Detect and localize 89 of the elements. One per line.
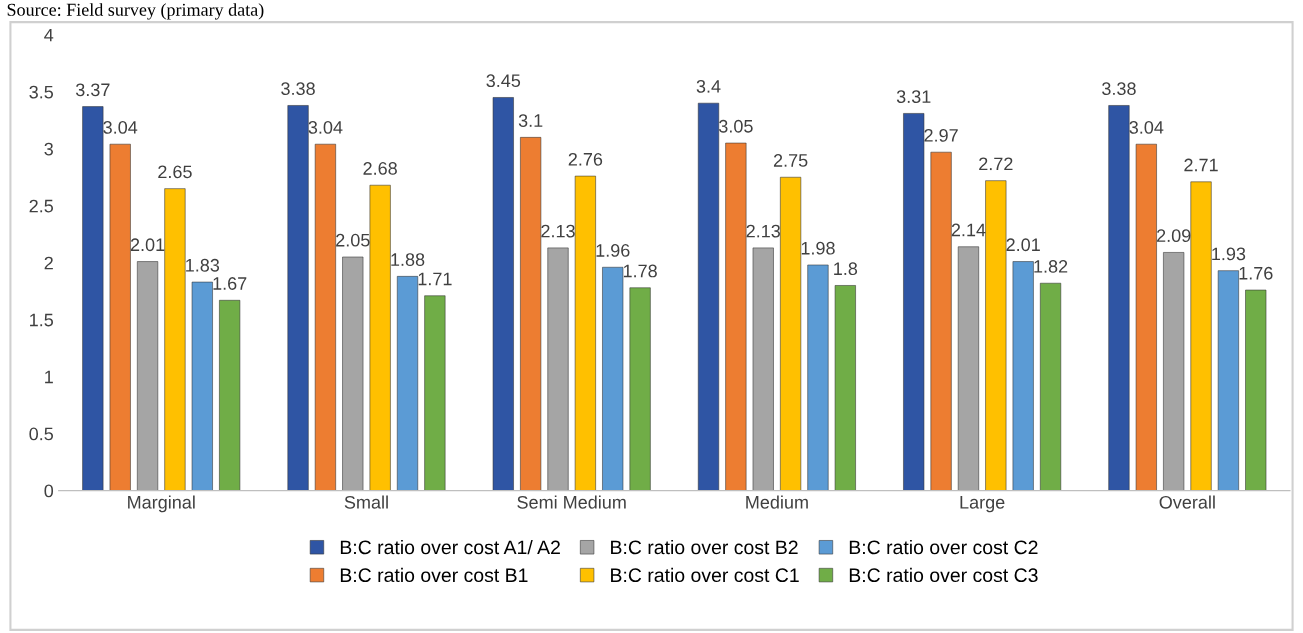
bar [547, 247, 569, 491]
data-label: 2.68 [363, 162, 397, 175]
y-tick-label: 3.5 [29, 85, 54, 99]
data-label: 1.98 [801, 241, 835, 255]
bar [287, 105, 309, 491]
data-label: 1.67 [213, 277, 247, 290]
bar [109, 143, 131, 491]
y-tick-label: 0 [44, 484, 54, 498]
bar [930, 151, 952, 491]
data-label: 3.38 [281, 82, 315, 96]
bar [342, 256, 364, 491]
y-tick-label: 1.5 [30, 313, 54, 327]
legend-label: B:C ratio over cost B1 [340, 567, 528, 583]
y-tick-label: 2.5 [29, 199, 54, 213]
bar [520, 137, 542, 491]
data-label: 2.97 [924, 128, 958, 142]
data-label: 2.05 [336, 233, 370, 247]
bar [834, 285, 856, 491]
legend-label: B:C ratio over cost C3 [849, 567, 1038, 583]
bar [191, 281, 213, 491]
legend-label: B:C ratio over cost B2 [611, 539, 798, 555]
data-label: 1.88 [391, 253, 425, 266]
bar [1135, 143, 1157, 491]
x-tick-label: Overall [1159, 495, 1215, 509]
bar [957, 246, 979, 491]
bar [1163, 252, 1185, 491]
legend-label: B:C ratio over cost A1/ A2 [340, 539, 560, 555]
y-tick-label: 3 [44, 142, 53, 156]
bar [1108, 105, 1130, 491]
bar [1190, 181, 1212, 491]
data-label: 3.38 [1102, 82, 1136, 96]
data-label: 3.37 [75, 83, 110, 97]
data-label: 2.71 [1184, 158, 1218, 172]
data-label: 1.8 [834, 262, 858, 276]
data-label: 3.31 [896, 90, 931, 104]
data-label: 3.05 [718, 119, 753, 133]
data-label: 2.76 [568, 152, 603, 166]
legend-label: B:C ratio over cost C2 [849, 539, 1038, 555]
bar [697, 102, 720, 491]
x-tick-label: Large [960, 496, 1005, 513]
bar [492, 97, 514, 491]
bar [574, 175, 596, 491]
bar [1040, 282, 1062, 491]
bar [1245, 289, 1267, 491]
y-tick-label: 2 [44, 256, 53, 270]
data-label: 3.4 [696, 79, 721, 93]
data-label: 2.01 [1006, 238, 1040, 252]
data-label: 1.96 [596, 244, 630, 257]
y-tick-label: 0.5 [29, 427, 54, 441]
bar [602, 266, 624, 491]
data-label: 1.76 [1239, 266, 1273, 280]
data-label: 1.71 [418, 272, 452, 286]
y-tick-label: 1 [45, 370, 53, 384]
data-label: 1.93 [1212, 247, 1246, 261]
bar [903, 113, 925, 491]
data-label: 3.04 [103, 121, 138, 134]
bar [424, 295, 446, 491]
bar [369, 184, 391, 491]
source-note: Source: Field survey (primary data) [7, 3, 264, 20]
x-tick-label: Medium [746, 495, 808, 509]
bar [807, 264, 829, 491]
bar [314, 143, 336, 491]
data-label: 3.1 [518, 114, 543, 127]
bar [396, 276, 419, 491]
data-label: 2.75 [773, 154, 808, 167]
data-label: 2.65 [158, 165, 192, 179]
data-label: 1.82 [1034, 260, 1068, 273]
bar [82, 106, 104, 491]
bar [164, 188, 186, 491]
bar [725, 142, 747, 491]
data-label: 1.78 [623, 264, 657, 278]
bar [780, 176, 802, 491]
data-label: 2.13 [541, 224, 575, 238]
data-label: 2.72 [979, 157, 1013, 171]
bar [1012, 261, 1034, 491]
data-label: 1.83 [186, 258, 220, 272]
bar [985, 180, 1007, 491]
legend-label: B:C ratio over cost C1 [611, 567, 799, 583]
data-label: 2.13 [746, 224, 781, 238]
bar [137, 261, 159, 491]
y-tick-label: 4 [44, 28, 54, 42]
bar [629, 287, 651, 491]
bar [752, 247, 774, 491]
bar [1217, 270, 1239, 491]
x-tick-label: Semi Medium [517, 495, 626, 509]
x-tick-label: Small [344, 495, 388, 509]
x-tick-label: Marginal [128, 495, 195, 513]
bar [219, 300, 241, 491]
data-label: 3.45 [486, 74, 521, 88]
